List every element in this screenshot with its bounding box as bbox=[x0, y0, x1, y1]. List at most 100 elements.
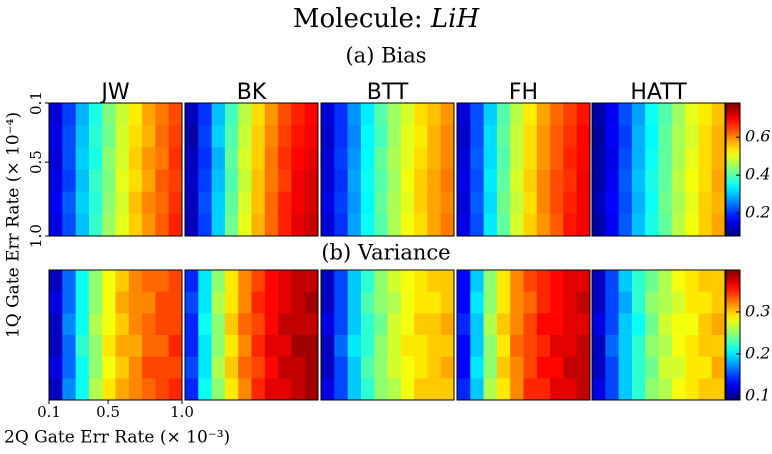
heatmap-cell bbox=[414, 335, 428, 358]
heatmap-cell bbox=[278, 125, 292, 148]
heatmap-cell bbox=[238, 313, 252, 336]
heatmap-cell bbox=[711, 103, 726, 126]
heatmap-cell bbox=[374, 313, 388, 336]
heatmap-cell bbox=[115, 291, 130, 314]
heatmap-cell bbox=[198, 270, 213, 293]
heatmap-cell bbox=[198, 291, 213, 314]
heatmap-cell bbox=[658, 103, 673, 126]
heatmap-cell bbox=[168, 356, 183, 379]
heatmap-cell bbox=[483, 103, 498, 126]
subplot-title: (a) Bias bbox=[345, 44, 426, 68]
heatmap-cell bbox=[510, 378, 524, 401]
heatmap-cell bbox=[496, 103, 511, 126]
heatmap-cell bbox=[62, 169, 77, 193]
heatmap-cell bbox=[645, 335, 659, 358]
heatmap-cell bbox=[142, 313, 156, 336]
heatmap-cell bbox=[374, 335, 388, 358]
heatmap-cell bbox=[685, 378, 699, 401]
heatmap-cell bbox=[88, 147, 103, 170]
heatmap-cell bbox=[102, 270, 116, 293]
heatmap-cell bbox=[470, 191, 485, 215]
heatmap-cell bbox=[238, 125, 252, 148]
heatmap-cell bbox=[440, 147, 455, 170]
heatmap-cell bbox=[605, 147, 620, 170]
heatmap-cell bbox=[592, 313, 606, 336]
heatmap-cell bbox=[238, 213, 252, 237]
heatmap-cell bbox=[685, 335, 699, 358]
heatmap-cell bbox=[576, 335, 591, 358]
heatmap-cell bbox=[360, 125, 375, 148]
heatmap-cell bbox=[142, 213, 156, 237]
heatmap-cell bbox=[334, 356, 349, 379]
heatmap-cell bbox=[563, 169, 578, 193]
heatmap-cell bbox=[631, 169, 646, 193]
colorbar-tick-label: 0.2 bbox=[745, 343, 770, 362]
heatmap-cell bbox=[631, 313, 646, 336]
heatmap-cell bbox=[440, 103, 455, 126]
heatmap-cell bbox=[496, 270, 511, 293]
heatmap-cell bbox=[304, 103, 319, 126]
heatmap-cell bbox=[374, 125, 388, 148]
heatmap-cell bbox=[671, 147, 686, 170]
heatmap-cell bbox=[576, 191, 591, 215]
heatmap-cell bbox=[536, 169, 551, 193]
heatmap-cell bbox=[685, 270, 699, 293]
heatmap-cell bbox=[685, 191, 699, 215]
heatmap-cell bbox=[360, 291, 375, 314]
heatmap-cell bbox=[264, 378, 279, 401]
heatmap-cell bbox=[698, 378, 713, 401]
heatmap-cell bbox=[264, 291, 279, 314]
heatmap-cell bbox=[102, 378, 116, 401]
heatmap-cell bbox=[334, 270, 349, 293]
heatmap-cell bbox=[211, 147, 226, 170]
heatmap-cell bbox=[457, 103, 471, 126]
heatmap-cell bbox=[155, 378, 170, 401]
heatmap-cell bbox=[414, 125, 428, 148]
heatmap-cell bbox=[88, 213, 103, 237]
heatmap-cell bbox=[563, 191, 578, 215]
heatmap-cell bbox=[49, 291, 63, 314]
heatmap-cell bbox=[75, 213, 90, 237]
heatmap-cell bbox=[387, 313, 402, 336]
heatmap-cell bbox=[618, 125, 633, 148]
heatmap-cell bbox=[400, 125, 415, 148]
heatmap-cell bbox=[671, 313, 686, 336]
title-text: Molecule: bbox=[293, 4, 423, 34]
heatmap-cell bbox=[605, 169, 620, 193]
heatmap-cell bbox=[523, 356, 538, 379]
heatmap-cell bbox=[88, 103, 103, 126]
heatmap-cell bbox=[523, 169, 538, 193]
heatmap-cell bbox=[605, 356, 620, 379]
heatmap-cell bbox=[304, 291, 319, 314]
colorbar-tick-label: 0.2 bbox=[745, 203, 770, 222]
heatmap-cell bbox=[605, 213, 620, 237]
heatmap-cell bbox=[264, 335, 279, 358]
heatmap-cell bbox=[550, 291, 564, 314]
heatmap-cell bbox=[304, 270, 319, 293]
heatmap-cell bbox=[523, 335, 538, 358]
heatmap-cell bbox=[128, 356, 143, 379]
heatmap-cell bbox=[168, 125, 183, 148]
heatmap-cell bbox=[550, 147, 564, 170]
heatmap-cell bbox=[698, 356, 713, 379]
heatmap-cell bbox=[75, 313, 90, 336]
heatmap-cell bbox=[278, 356, 292, 379]
heatmap-cell bbox=[251, 103, 266, 126]
heatmap-cell bbox=[483, 378, 498, 401]
heatmap-cell bbox=[224, 147, 239, 170]
heatmap-cell bbox=[264, 356, 279, 379]
heatmap-cell bbox=[698, 191, 713, 215]
heatmap-cell bbox=[291, 378, 306, 401]
heatmap-cell bbox=[470, 103, 485, 126]
heatmap-cell bbox=[88, 335, 103, 358]
heatmap-cell bbox=[400, 213, 415, 237]
heatmap-cell bbox=[168, 191, 183, 215]
heatmap-cell bbox=[592, 169, 606, 193]
heatmap-cell bbox=[251, 291, 266, 314]
heatmap-cell bbox=[75, 147, 90, 170]
heatmap-cell bbox=[168, 213, 183, 237]
heatmap-cell bbox=[645, 378, 659, 401]
heatmap-cell bbox=[251, 169, 266, 193]
heatmap-cell bbox=[711, 125, 726, 148]
heatmap-cell bbox=[592, 125, 606, 148]
